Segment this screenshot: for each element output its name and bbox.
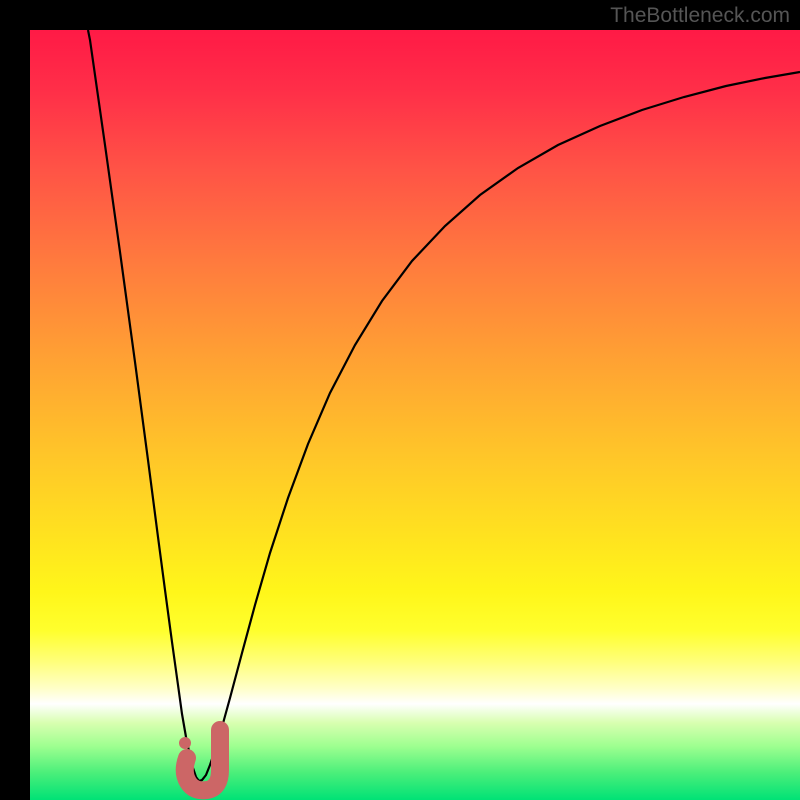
marker-dot: [179, 737, 191, 749]
plot-area: [30, 30, 800, 800]
watermark-text: TheBottleneck.com: [610, 4, 790, 28]
chart-svg: [30, 30, 800, 800]
bottleneck-curve: [88, 30, 800, 781]
marker-j: [185, 730, 220, 790]
